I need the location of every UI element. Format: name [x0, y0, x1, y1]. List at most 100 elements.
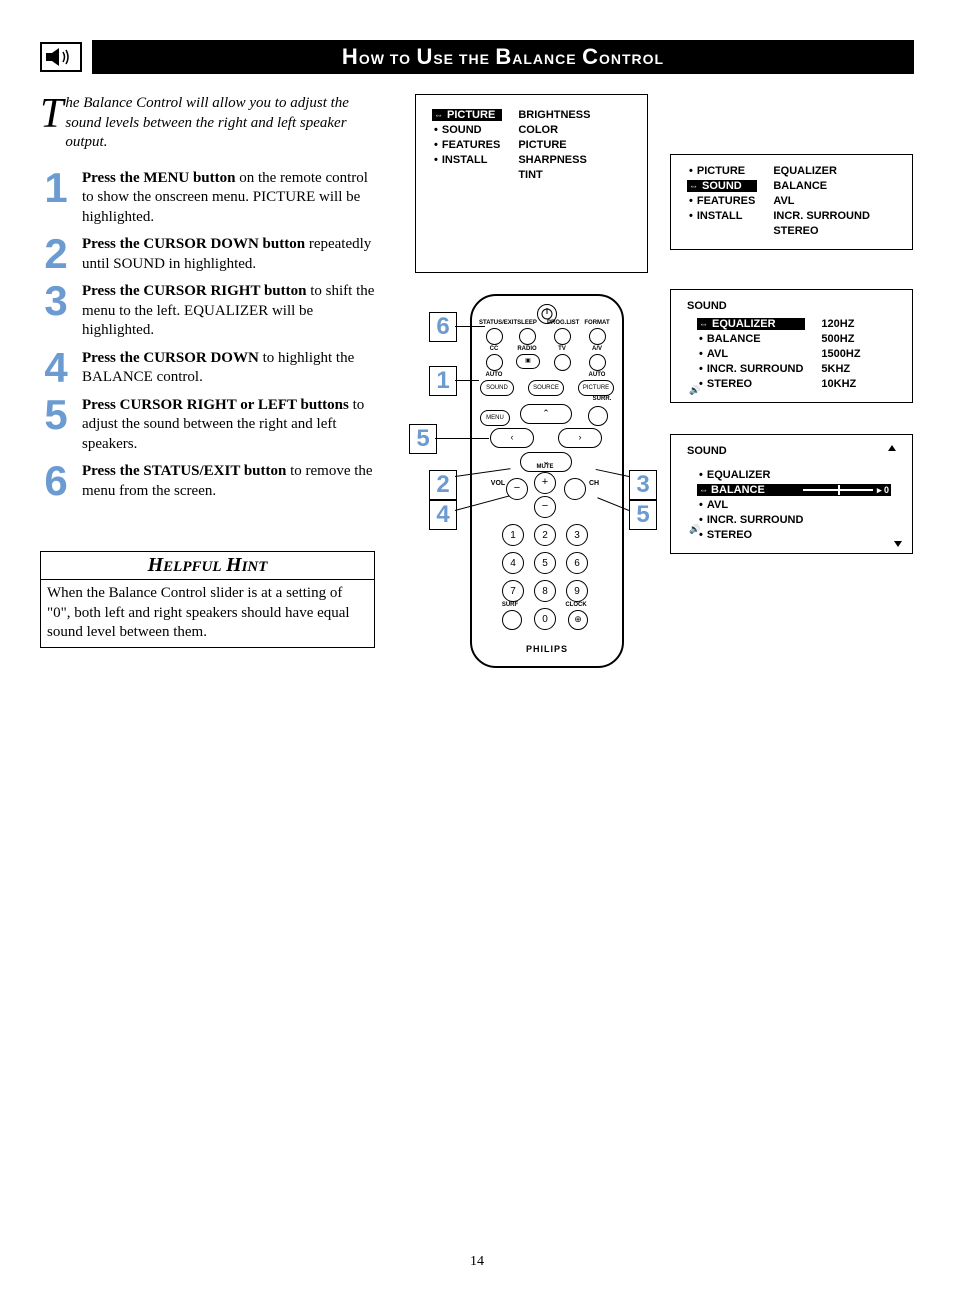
proglist-button — [554, 328, 571, 345]
menu-value: 500HZ — [819, 333, 862, 345]
instructions-column: The Balance Control will allow you to ad… — [40, 94, 375, 648]
sound-round-button — [588, 406, 608, 426]
callout-2: 2 — [429, 470, 457, 500]
cursor-left-button: ‹ — [490, 428, 534, 448]
surr-label: SURR. — [592, 396, 612, 402]
ch-down-button: − — [534, 496, 556, 518]
menu-item: • FEATURES — [687, 195, 757, 207]
menu-value: 1500HZ — [819, 348, 862, 360]
numpad-1: 1 — [502, 524, 524, 546]
callout-3: 3 — [629, 470, 657, 500]
sound-button: SOUND — [480, 380, 514, 396]
callout-6: 6 — [429, 312, 457, 342]
instruction-step: 6 Press the STATUS/EXIT button to remove… — [40, 462, 375, 501]
hint-title: HELPFUL HINT — [41, 552, 374, 580]
numpad-3: 3 — [566, 524, 588, 546]
instruction-step: 1 Press the MENU button on the remote co… — [40, 169, 375, 228]
vol-label: VOL — [488, 480, 508, 487]
surf-label: SURF — [500, 602, 520, 608]
numpad-8: 8 — [534, 580, 556, 602]
page-header: HOW TO USE THE BALANCE CONTROL — [40, 40, 914, 74]
sleep-label: SLEEP — [512, 320, 542, 326]
step-text: Press CURSOR RIGHT or LEFT buttons to ad… — [82, 396, 375, 455]
vol-down-button: − — [506, 478, 528, 500]
step-text: Press the STATUS/EXIT button to remove t… — [82, 462, 375, 501]
menu-button: MENU — [480, 410, 510, 426]
menu-item: • STEREO — [697, 529, 891, 541]
menu-item: • EQUALIZER — [697, 469, 891, 481]
speaker-small-icon: 🔊 — [689, 385, 700, 396]
source-button: SOURCE — [528, 380, 564, 396]
speaker-icon — [40, 42, 82, 72]
helpful-hint-box: HELPFUL HINT When the Balance Control sl… — [40, 551, 375, 648]
callout-1: 1 — [429, 366, 457, 396]
menu-item: ⇔ SOUND — [687, 180, 757, 192]
surf-button — [502, 610, 522, 630]
radio-button: ▣ — [516, 354, 540, 369]
page-title: HOW TO USE THE BALANCE CONTROL — [92, 40, 914, 74]
menu-item: • INSTALL — [687, 210, 757, 222]
radio-label: RADIO — [512, 346, 542, 352]
clock-label: CLOCK — [564, 602, 588, 608]
menu-value: AVL — [771, 195, 872, 207]
speaker-small-icon: 🔊 — [689, 524, 700, 535]
numpad-6: 6 — [566, 552, 588, 574]
cc-label: CC — [479, 346, 509, 352]
av-label: A/V — [582, 346, 612, 352]
menu-value: 10KHZ — [819, 378, 862, 390]
triangle-up-icon — [888, 445, 896, 451]
menu-item: ⇔ BALANCE▸ 0 — [697, 484, 891, 496]
step-number: 3 — [40, 282, 72, 341]
numpad-9: 9 — [566, 580, 588, 602]
menu-value: INCR. SURROUND — [771, 210, 872, 222]
clock-button: ⊕ — [568, 610, 588, 630]
page-number: 14 — [40, 1254, 914, 1270]
onscreen-menu-balance: SOUND • EQUALIZER⇔ BALANCE▸ 0• AVL• INCR… — [670, 434, 913, 554]
numpad-4: 4 — [502, 552, 524, 574]
step-text: Press the MENU button on the remote cont… — [82, 169, 375, 228]
brand-label: PHILIPS — [472, 644, 622, 654]
menu-item: • INCR. SURROUND — [697, 363, 805, 375]
auto-label-right: AUTO — [582, 372, 612, 378]
instruction-step: 3 Press the CURSOR RIGHT button to shift… — [40, 282, 375, 341]
numpad-5: 5 — [534, 552, 556, 574]
step-number: 4 — [40, 349, 72, 388]
step-number: 6 — [40, 462, 72, 501]
menu-item: • AVL — [697, 348, 805, 360]
av-button — [589, 354, 606, 371]
menu-value: 120HZ — [819, 318, 862, 330]
onscreen-menu-sound: • PICTURE ⇔ SOUND • FEATURES • INSTALL EQUA… — [670, 154, 913, 250]
menu-value: EQUALIZER — [771, 165, 872, 177]
instruction-step: 4 Press the CURSOR DOWN to highlight the… — [40, 349, 375, 388]
callout-5-left: 5 — [409, 424, 437, 454]
sleep-button — [519, 328, 536, 345]
instruction-step: 2 Press the CURSOR DOWN button repeatedl… — [40, 235, 375, 274]
step-number: 5 — [40, 396, 72, 455]
tv-label: TV — [547, 346, 577, 352]
menu-value: STEREO — [771, 225, 872, 237]
tv-button — [554, 354, 571, 371]
ch-up-button — [564, 478, 586, 500]
step-text: Press the CURSOR RIGHT button to shift t… — [82, 282, 375, 341]
menu-item: • INCR. SURROUND — [697, 514, 891, 526]
mute-plus-button: + — [534, 472, 556, 494]
picture-button: PICTURE — [578, 380, 614, 396]
cc-button — [486, 354, 503, 371]
remote-diagram: STATUS/EXIT SLEEP PROG.LIST FORMAT CC RA… — [415, 94, 650, 664]
callout-5-right: 5 — [629, 500, 657, 530]
diagram-column: ⇔ PICTURE• SOUND• FEATURES• INSTALL BRIG… — [395, 94, 914, 694]
instruction-step: 5 Press CURSOR RIGHT or LEFT buttons to … — [40, 396, 375, 455]
balance-slider: ▸ 0 — [803, 485, 889, 496]
menu-item: • PICTURE — [687, 165, 757, 177]
triangle-down-icon — [894, 541, 902, 547]
numpad-2: 2 — [534, 524, 556, 546]
step-text: Press the CURSOR DOWN to highlight the B… — [82, 349, 375, 388]
step-text: Press the CURSOR DOWN button repeatedly … — [82, 235, 375, 274]
ch-label: CH — [584, 480, 604, 487]
numpad-0: 0 — [534, 608, 556, 630]
menu-item: • AVL — [697, 499, 891, 511]
menu-value: BALANCE — [771, 180, 872, 192]
format-button — [589, 328, 606, 345]
auto-label-left: AUTO — [479, 372, 509, 378]
format-label: FORMAT — [582, 320, 612, 326]
